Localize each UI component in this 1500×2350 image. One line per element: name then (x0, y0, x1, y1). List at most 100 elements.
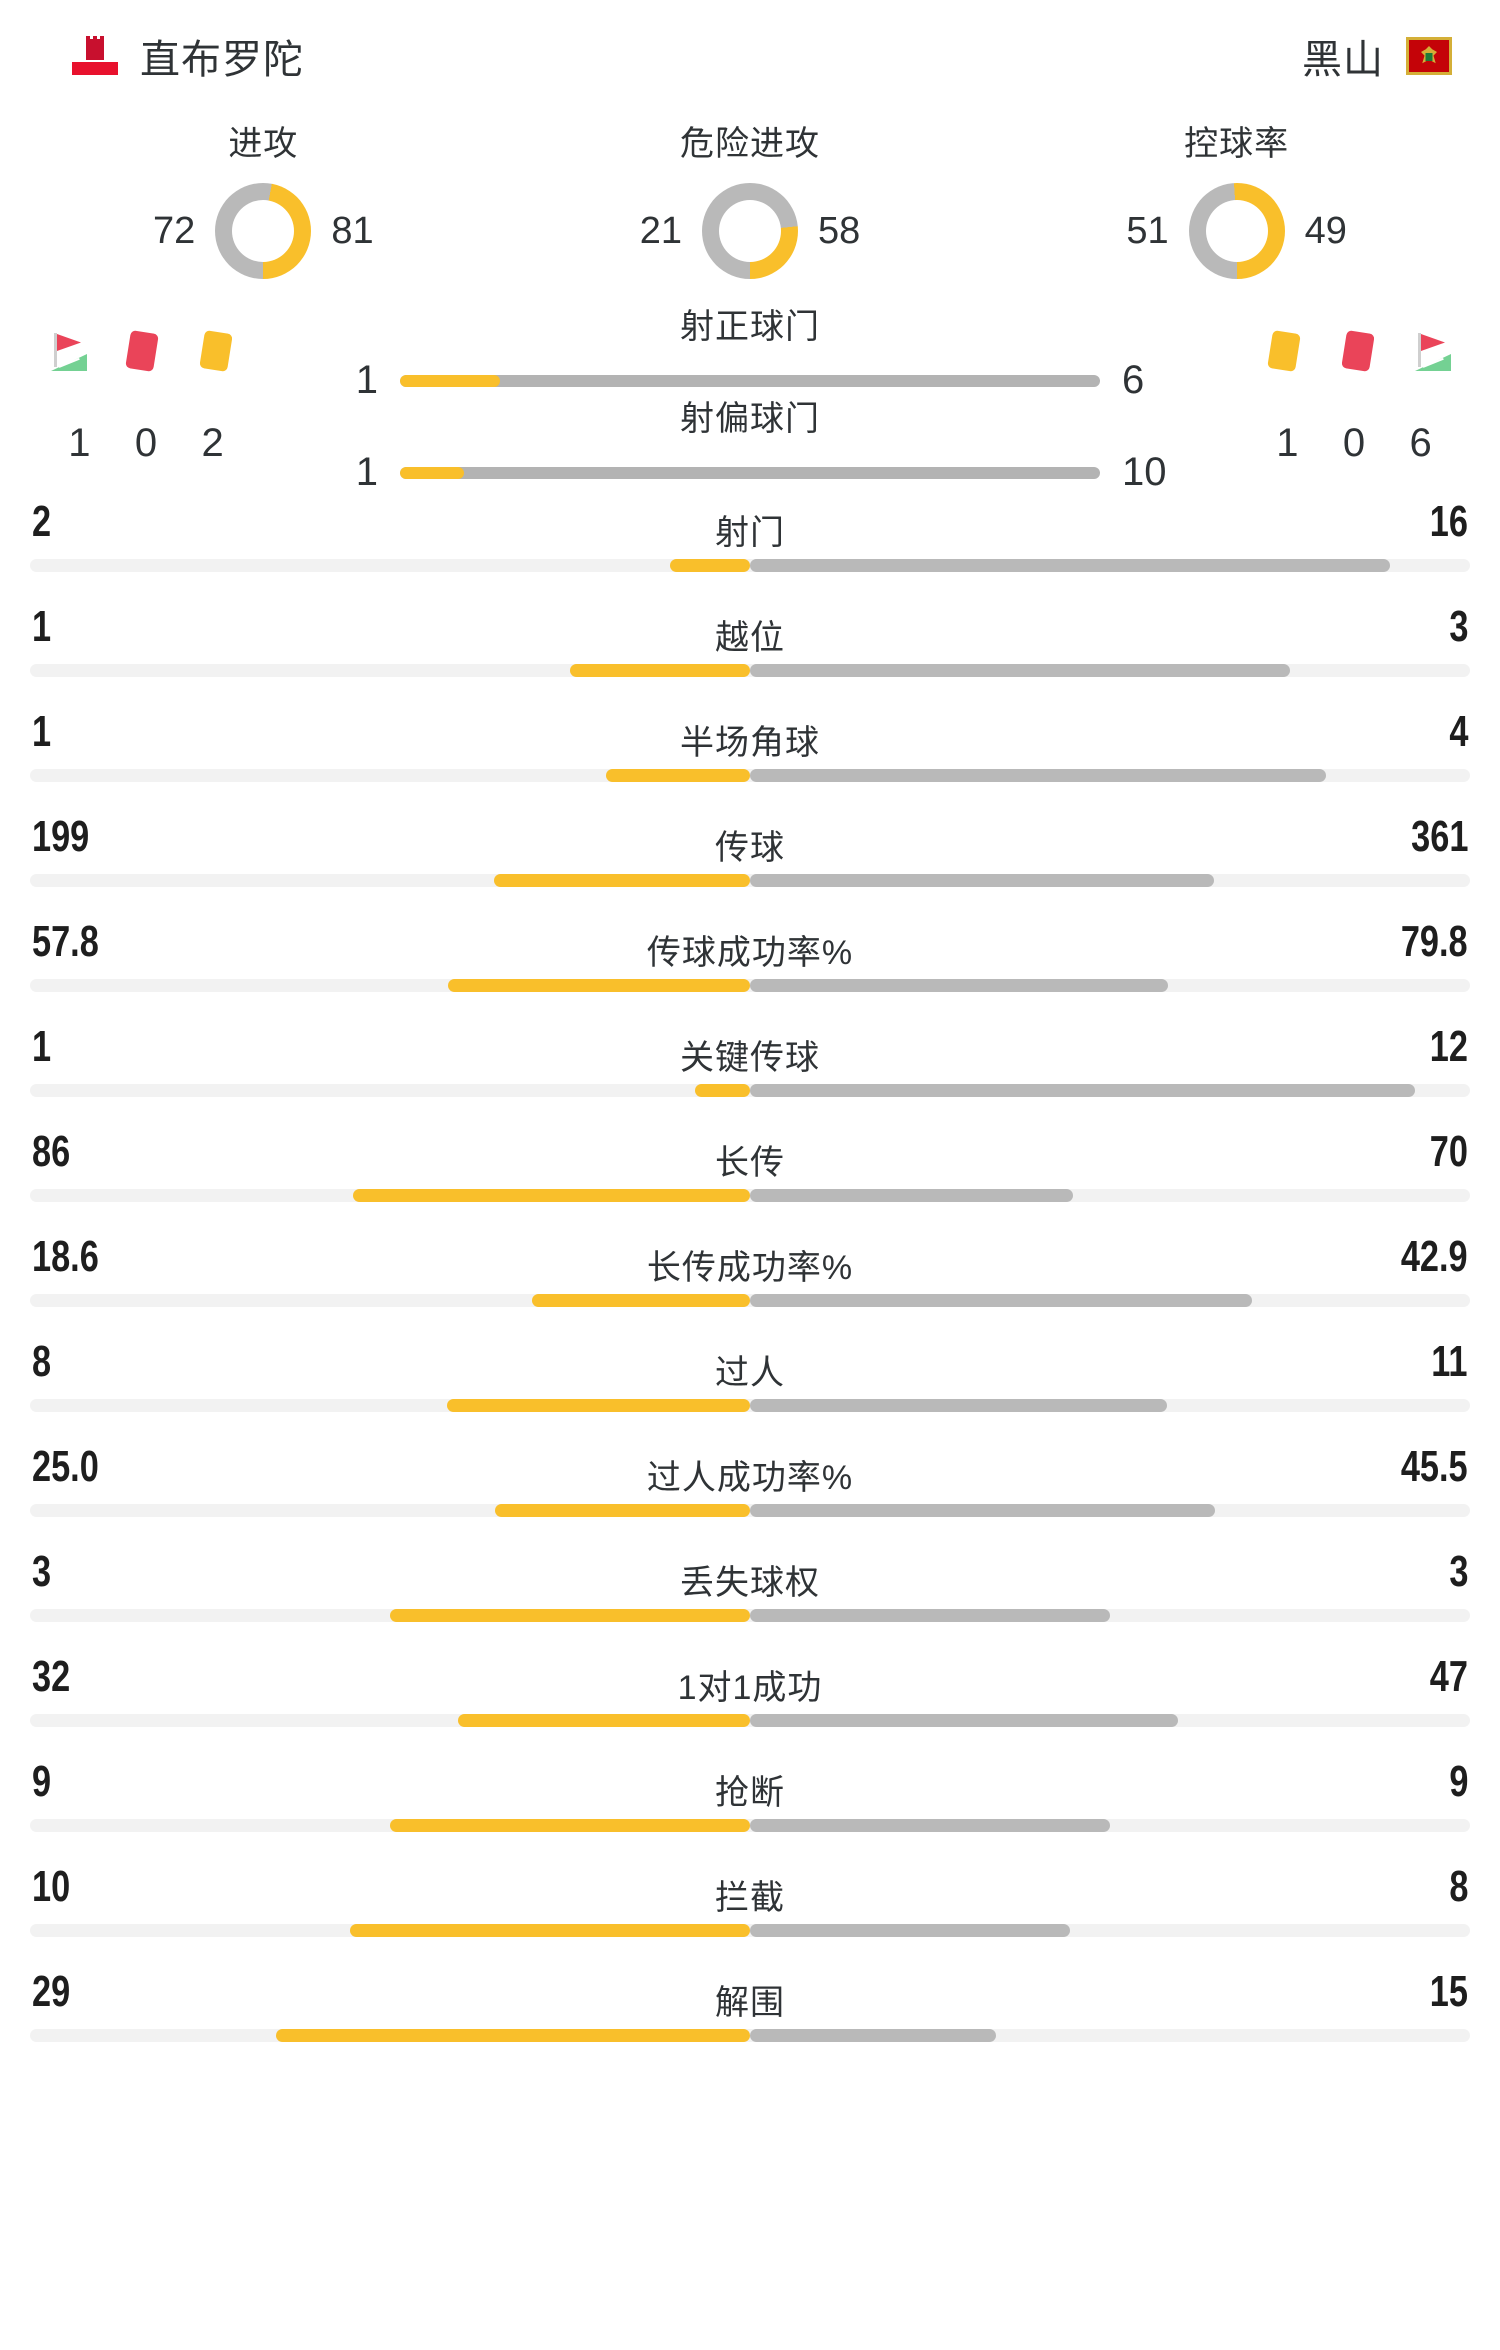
stat-bar-away (750, 1504, 1215, 1517)
stat-bar-away (750, 1714, 1179, 1727)
stat-label: 过人成功率% (646, 1459, 854, 1497)
stat-away-value: 70 (1429, 1127, 1468, 1176)
stat-bar-home (694, 1084, 750, 1097)
stat-bar (30, 1714, 1470, 1727)
donut-block-dangerous-attacks: 危险进攻 21 58 (509, 116, 991, 279)
stat-label: 传球 (715, 829, 785, 867)
donut-away-value: 58 (817, 209, 861, 252)
stat-home-value: 9 (32, 1757, 52, 1806)
donut-chart (1188, 183, 1285, 279)
stat-bar (30, 1399, 1470, 1412)
stat-bar-away (750, 1189, 1074, 1202)
stat-bar-home (390, 1609, 750, 1622)
donut-block-possession: 控球率 51 49 (996, 116, 1478, 279)
stat-home-value: 199 (32, 812, 90, 861)
stat-bar (30, 1819, 1470, 1832)
stat-away-value: 11 (1431, 1337, 1468, 1386)
stat-label: 长传 (715, 1144, 785, 1182)
stat-away-value: 47 (1429, 1652, 1468, 1701)
away-team: 黑山 (1302, 27, 1452, 85)
match-header: 直布罗陀 黑山 (0, 0, 1500, 112)
stat-home-value: 1 (32, 602, 52, 651)
away-team-name: 黑山 (1302, 38, 1384, 82)
away-corner-count: 6 (1409, 420, 1432, 465)
stat-away-value: 8 (1448, 1862, 1468, 1911)
yellow-card-icon (1267, 330, 1301, 372)
stat-label: 传球成功率% (646, 934, 854, 972)
home-icons (46, 329, 246, 373)
away-discipline-counts: 1 0 6 (1254, 421, 1454, 466)
donut-title: 进攻 (228, 125, 299, 163)
stat-row: 1 半场角球 4 (30, 707, 1470, 812)
stat-label: 解围 (715, 1984, 785, 2022)
stat-row: 10 拦截 8 (30, 1862, 1470, 1967)
donut-home-value: 51 (1126, 209, 1169, 252)
stat-away-value: 4 (1448, 707, 1468, 756)
red-card-icon (1341, 330, 1375, 372)
yellow-card-icon (199, 330, 233, 372)
shots-off-target-home: 1 (355, 450, 378, 494)
stat-bar-home (446, 1399, 750, 1412)
stat-bar-away (750, 1609, 1110, 1622)
gibraltar-flag-icon (72, 37, 118, 75)
stat-bar-home (349, 1924, 750, 1937)
corner-flag-icon (46, 329, 90, 373)
stat-home-value: 2 (32, 497, 52, 546)
stat-bar-home (532, 1294, 750, 1307)
stat-bar-away (750, 874, 1215, 887)
home-yellow-card-count: 2 (201, 420, 224, 465)
stat-bar (30, 1294, 1470, 1307)
away-red-card-count: 0 (1342, 420, 1366, 465)
stat-bar-home (447, 979, 750, 992)
stat-bar-away (750, 1084, 1415, 1097)
stat-bar (30, 769, 1470, 782)
stat-bar (30, 559, 1470, 572)
stat-bar-away (750, 1924, 1070, 1937)
stat-bar-home (669, 559, 750, 572)
stat-bar-home (390, 1819, 750, 1832)
stat-bar (30, 2029, 1470, 2042)
stat-label: 越位 (715, 619, 785, 657)
stat-bar-away (750, 664, 1290, 677)
stat-bar-home (494, 874, 750, 887)
corner-flag-icon (1410, 329, 1454, 373)
donut-chart (215, 183, 312, 279)
shots-off-target-center: 射偏球门 1 10 (246, 391, 1254, 495)
donut-block-attacks: 进攻 72 81 (22, 116, 504, 279)
stat-away-value: 3 (1448, 1547, 1468, 1596)
stat-row: 199 传球 361 (30, 812, 1470, 917)
stat-home-value: 10 (32, 1862, 71, 1911)
home-red-card-count: 0 (134, 420, 158, 465)
donut-title: 控球率 (1184, 125, 1290, 163)
stat-row: 32 1对1成功 47 (30, 1652, 1470, 1757)
stat-home-value: 29 (32, 1967, 71, 2016)
away-icons (1254, 329, 1454, 373)
stat-row: 57.8 传球成功率% 79.8 (30, 917, 1470, 1022)
donut-home-value: 21 (639, 209, 682, 252)
shots-off-target-label: 射偏球门 (680, 400, 820, 438)
shots-off-target-home-fill (400, 466, 464, 479)
stat-home-value: 1 (32, 1022, 52, 1071)
stats-list: 2 射门 16 1 越位 3 1 半场角球 4 199 传球 361 57.8 传球成功率% 79.8 1 关键… (0, 497, 1500, 2072)
donut-home-value: 72 (153, 209, 196, 252)
home-discipline-counts: 1 0 2 (46, 421, 246, 466)
stat-away-value: 42.9 (1401, 1232, 1468, 1281)
stat-bar-home (494, 1504, 750, 1517)
stat-row: 18.6 长传成功率% 42.9 (30, 1232, 1470, 1337)
shots-off-target-row: 1 0 2 射偏球门 1 10 1 0 6 (0, 397, 1500, 494)
shots-on-target-row: 射正球门 1 6 (0, 305, 1500, 402)
stat-bar (30, 1609, 1470, 1622)
stat-row: 1 越位 3 (30, 602, 1470, 707)
stat-label: 过人 (715, 1354, 785, 1392)
shots-on-target-center: 射正球门 1 6 (246, 299, 1254, 403)
stat-label: 拦截 (715, 1879, 785, 1917)
stat-label: 1对1成功 (677, 1669, 823, 1707)
home-corner-count: 1 (68, 420, 91, 465)
stat-bar-away (750, 2029, 996, 2042)
stat-label: 半场角球 (680, 724, 820, 762)
stat-home-value: 57.8 (32, 917, 99, 966)
stat-bar-home (353, 1189, 750, 1202)
stat-bar-home (458, 1714, 750, 1727)
donut-away-value: 81 (331, 209, 374, 252)
stat-bar-home (606, 769, 750, 782)
